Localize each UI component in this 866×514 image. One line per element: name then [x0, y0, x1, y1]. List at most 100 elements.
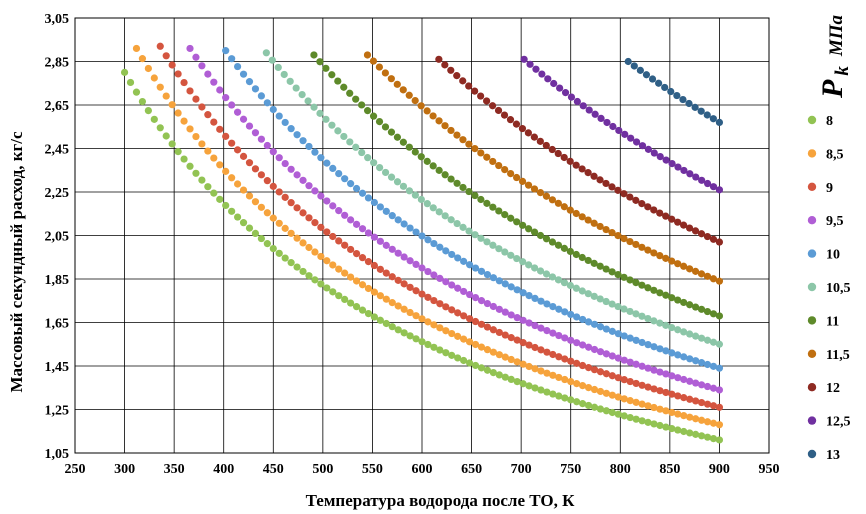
data-point	[305, 243, 313, 252]
data-point	[186, 44, 194, 53]
data-point	[454, 354, 462, 362]
data-point	[596, 295, 604, 303]
data-point	[519, 380, 527, 388]
data-point	[323, 159, 331, 167]
x-tick-label: 900	[709, 462, 730, 477]
data-point	[674, 260, 682, 268]
data-point	[381, 168, 390, 177]
data-point	[680, 166, 688, 175]
data-point	[477, 267, 486, 275]
data-point	[411, 191, 419, 199]
data-point	[620, 356, 628, 364]
data-point	[573, 339, 581, 347]
data-point	[697, 416, 706, 424]
data-point	[251, 85, 260, 93]
data-point	[644, 314, 652, 323]
data-point	[519, 316, 527, 324]
data-point	[435, 117, 443, 125]
data-point	[424, 293, 432, 301]
data-point	[192, 169, 200, 177]
data-point	[454, 284, 462, 292]
data-point	[370, 233, 379, 241]
data-point	[233, 62, 242, 71]
data-point	[644, 418, 652, 426]
data-point	[650, 343, 658, 351]
data-point	[620, 332, 628, 340]
data-point	[656, 345, 664, 353]
legend-item-10: 10	[807, 248, 840, 263]
data-point	[418, 338, 426, 346]
data-point	[709, 338, 718, 346]
data-point	[662, 321, 670, 329]
series-12-5	[520, 55, 724, 194]
data-point	[406, 308, 414, 317]
data-point	[596, 348, 605, 356]
data-point	[489, 203, 497, 211]
data-point	[519, 258, 527, 266]
data-point	[358, 254, 367, 262]
data-point	[626, 397, 634, 405]
data-point	[636, 66, 644, 74]
data-point	[340, 83, 348, 91]
data-point	[644, 145, 653, 153]
data-point	[347, 299, 355, 307]
series-8-5	[132, 44, 724, 429]
data-point	[648, 75, 657, 83]
data-point	[662, 388, 670, 397]
data-point	[674, 426, 682, 434]
data-point	[442, 247, 450, 255]
data-point	[715, 403, 724, 411]
data-point	[531, 294, 539, 303]
data-point	[578, 287, 586, 295]
data-point	[352, 95, 360, 103]
data-point	[531, 264, 539, 272]
data-point	[144, 107, 152, 115]
data-point	[662, 423, 670, 431]
data-point	[632, 138, 641, 146]
data-point	[596, 222, 604, 231]
data-point	[638, 200, 646, 208]
data-point	[632, 360, 640, 368]
data-point	[543, 388, 551, 396]
data-point	[543, 348, 551, 356]
data-point	[501, 166, 509, 174]
data-point	[608, 372, 616, 380]
data-point	[263, 240, 271, 248]
data-point	[566, 247, 574, 256]
data-point	[555, 373, 563, 382]
data-point	[483, 97, 491, 105]
data-point	[311, 276, 319, 284]
data-point	[573, 359, 581, 367]
x-tick-labels: 250 300 350 400 450 500 550 600 650 700 750 800 850 9…	[65, 462, 780, 477]
x-tick-label: 300	[114, 462, 135, 477]
legend-item-8: 8	[807, 114, 833, 129]
legend-marker	[807, 282, 817, 292]
data-point	[536, 267, 545, 275]
data-point	[501, 353, 509, 361]
data-point	[263, 209, 271, 217]
data-point	[376, 164, 384, 172]
data-point	[549, 303, 557, 311]
data-point	[703, 272, 712, 280]
data-point	[180, 117, 188, 125]
data-point	[417, 195, 425, 204]
data-point	[222, 94, 230, 102]
data-point	[642, 71, 651, 79]
data-point	[554, 149, 562, 158]
data-point	[561, 394, 569, 402]
data-point	[280, 70, 288, 79]
data-point	[579, 400, 587, 408]
data-point	[417, 153, 425, 161]
data-point	[465, 82, 473, 90]
data-point	[608, 408, 616, 417]
data-point	[614, 271, 622, 279]
data-point	[216, 125, 224, 133]
y-tick-label: 2,65	[45, 99, 70, 114]
data-point	[709, 384, 718, 392]
data-point	[311, 248, 319, 256]
data-point	[715, 421, 724, 429]
data-point	[370, 313, 379, 321]
data-point	[715, 186, 724, 194]
data-point	[447, 66, 455, 74]
